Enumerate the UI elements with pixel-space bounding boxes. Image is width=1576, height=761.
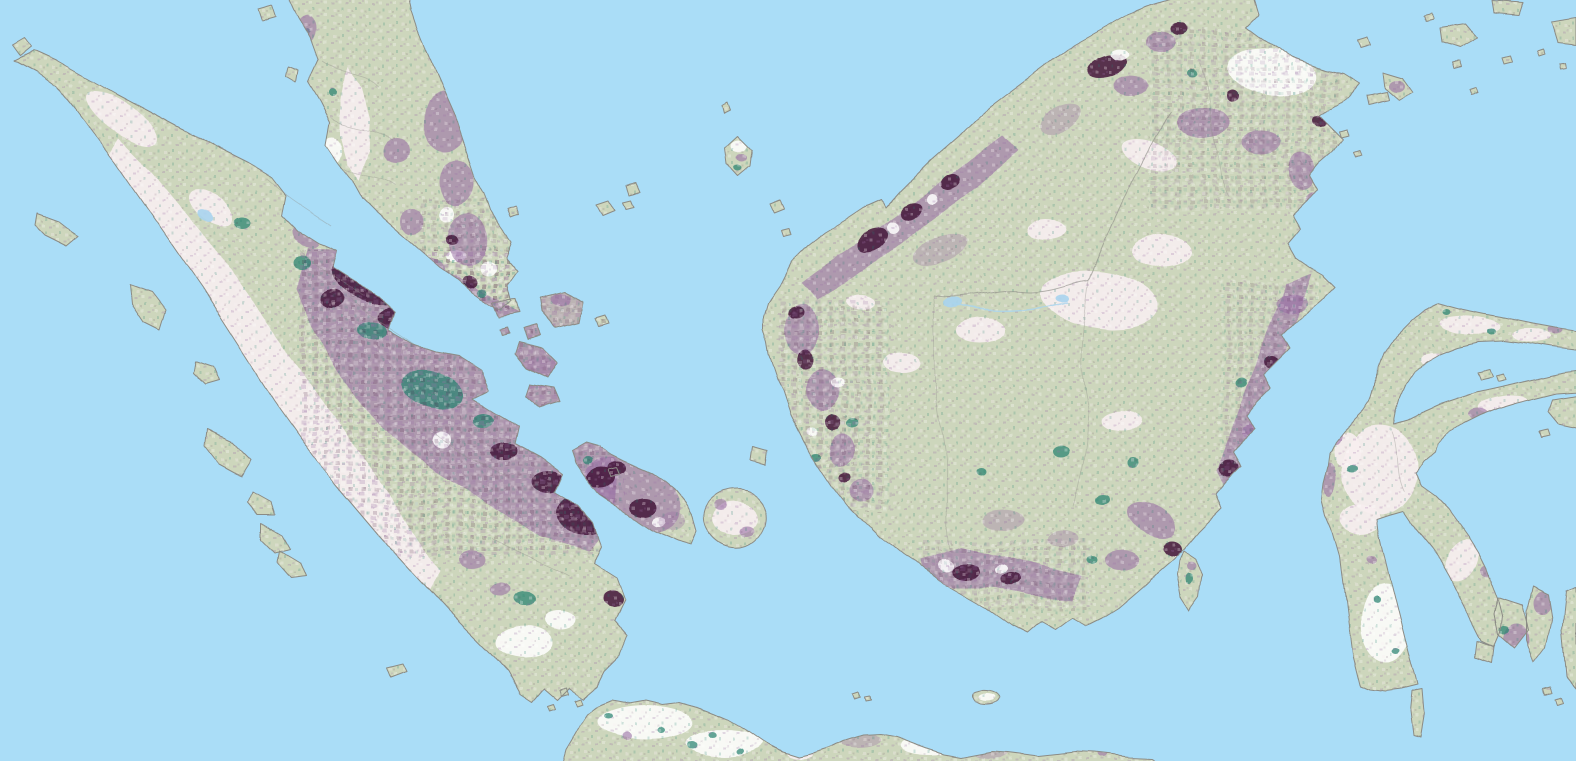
borneo-river: [951, 301, 1069, 313]
inland-water-layer: [197, 209, 1069, 313]
mahakam-lakes: [1055, 294, 1069, 302]
lake-toba: [197, 209, 215, 223]
admin-border-layer: [267, 61, 1405, 577]
